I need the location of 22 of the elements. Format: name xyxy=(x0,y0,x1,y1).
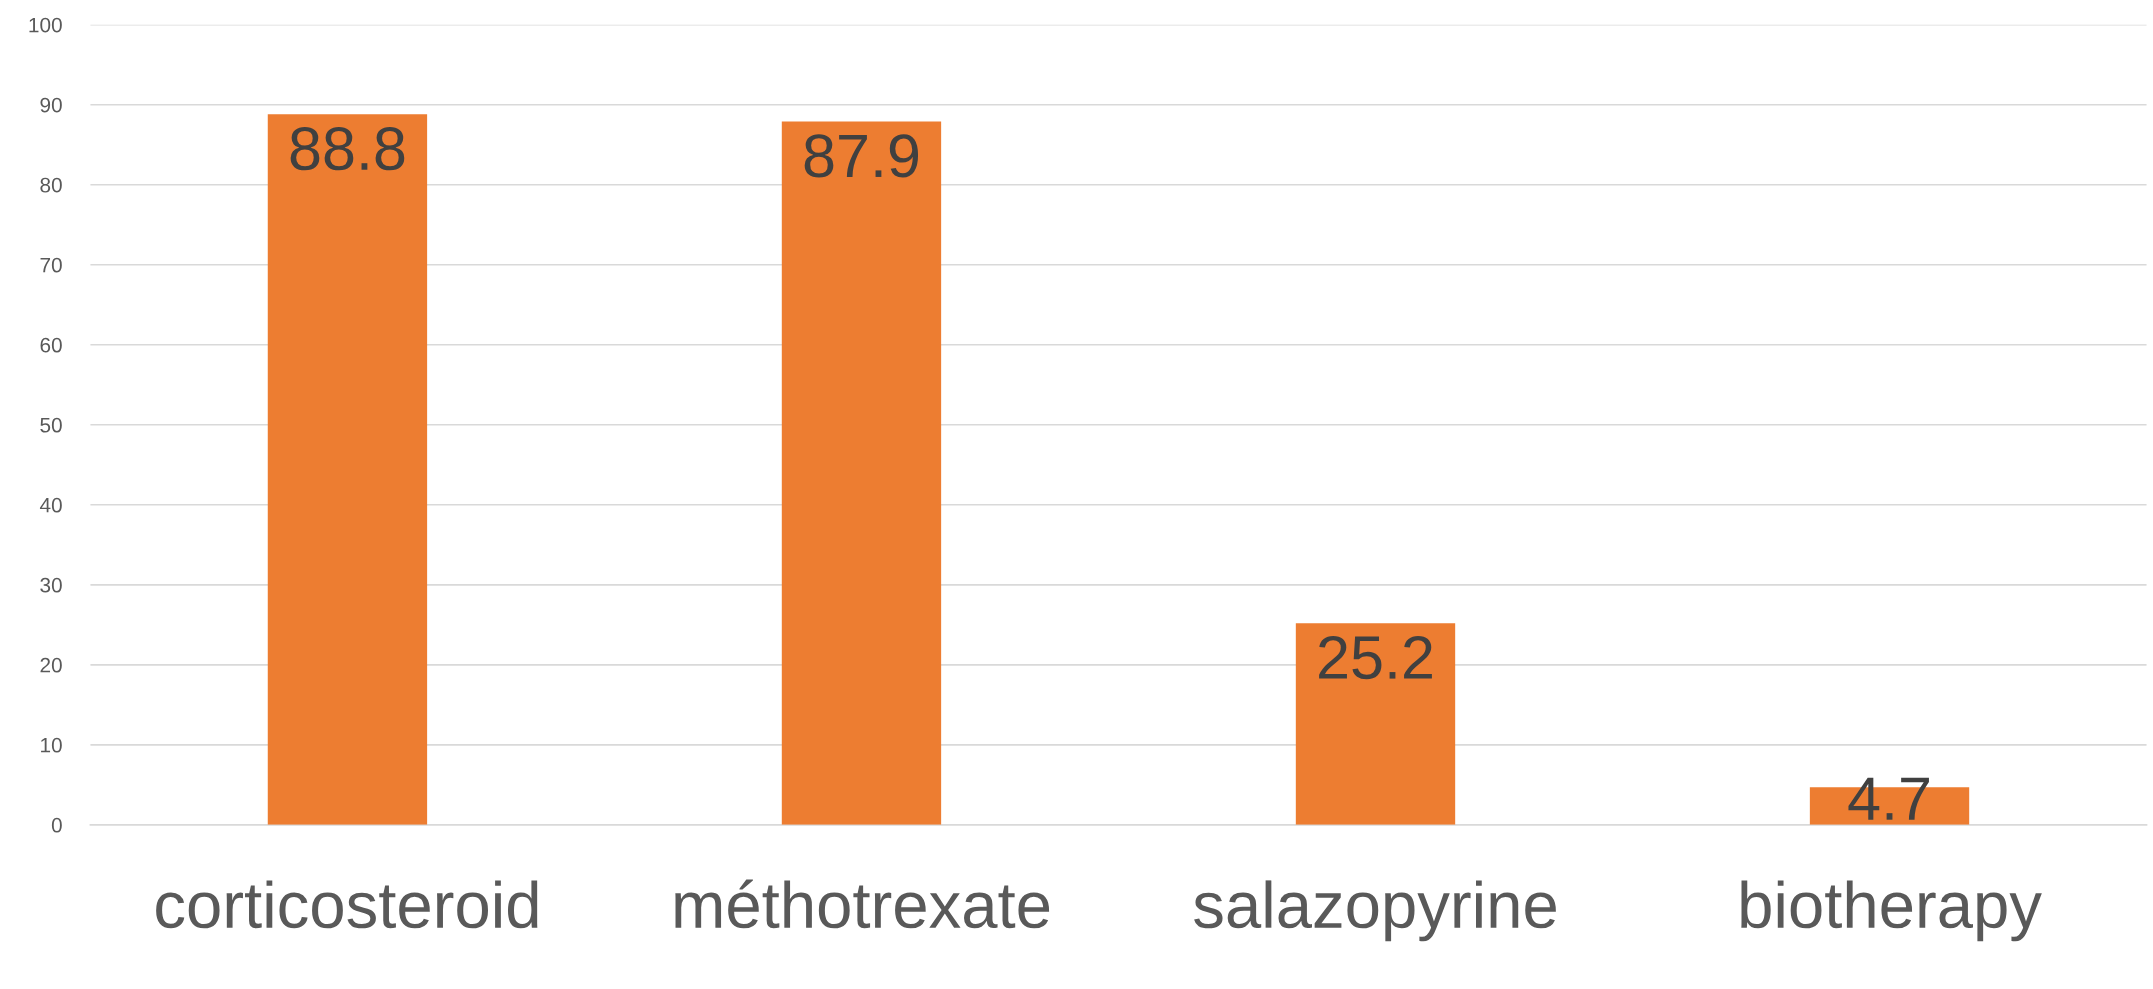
y-tick-label: 90 xyxy=(40,97,62,113)
y-tick-label: 60 xyxy=(40,337,62,353)
y-tick-label: 70 xyxy=(40,257,62,273)
data-label: 25.2 xyxy=(1319,635,1432,680)
data-label: 4.7 xyxy=(1848,777,1929,820)
y-tick-label: 40 xyxy=(39,497,62,513)
bar xyxy=(1295,623,1456,825)
y-tick-label: 20 xyxy=(40,657,62,673)
x-tick-label: corticosteroid xyxy=(156,880,538,929)
y-tick-label: 100 xyxy=(29,17,62,33)
bar xyxy=(781,121,942,825)
y-tick-label: 80 xyxy=(40,177,62,193)
y-tick-label: 10 xyxy=(41,737,62,753)
data-label: 88.8 xyxy=(290,127,405,171)
x-tick-label: salazopyrine xyxy=(1194,880,1556,942)
y-tick-label: 50 xyxy=(40,417,62,433)
y-tick-label: 0 xyxy=(51,817,62,833)
y-tick-label: 30 xyxy=(40,577,62,593)
data-label: 87.9 xyxy=(804,134,919,178)
bar xyxy=(267,114,428,825)
x-tick-label: méthotrexate xyxy=(675,879,1050,929)
x-tick-label: biotherapy xyxy=(1741,880,2042,942)
